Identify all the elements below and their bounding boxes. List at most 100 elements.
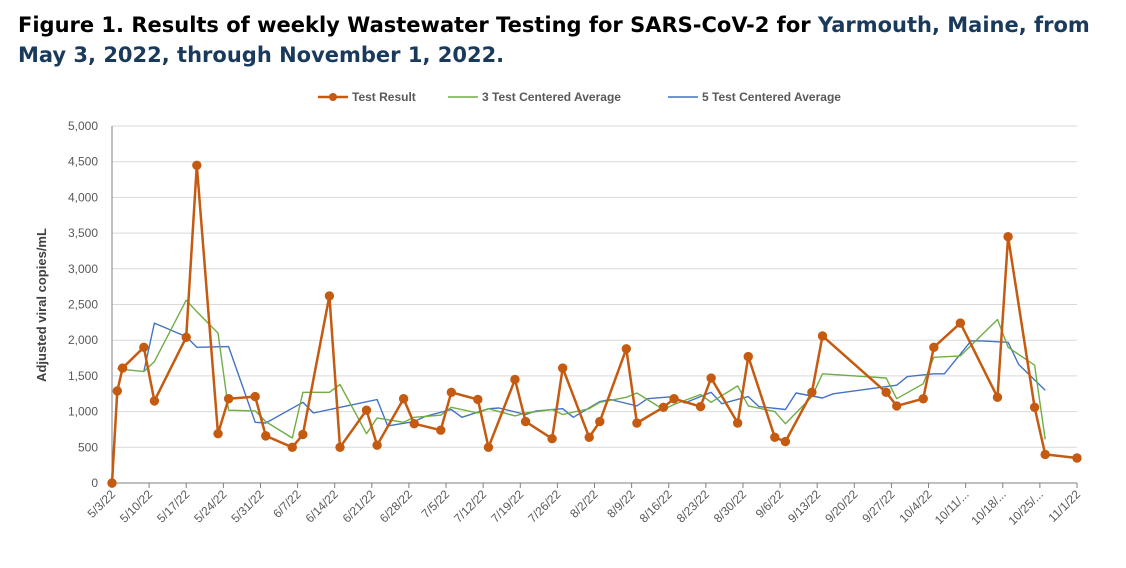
x-tick-label: 9/6/22 (753, 487, 787, 521)
series-line-0 (110, 164, 1078, 484)
data-point (287, 442, 297, 452)
data-point (520, 416, 531, 427)
data-point (817, 331, 828, 341)
series-layer (107, 160, 1082, 488)
series-line-2 (143, 322, 1046, 427)
y-tick-label: 2,500 (68, 298, 98, 312)
y-tick-label: 4,500 (68, 155, 98, 169)
data-point (409, 419, 419, 429)
x-tick-label: 6/7/22 (270, 487, 304, 521)
data-point (1029, 402, 1040, 413)
legend-marker (329, 93, 337, 101)
y-tick-label: 3,000 (68, 262, 98, 276)
data-point (335, 442, 345, 452)
data-point (557, 363, 568, 373)
chart-title: Figure 1. Results of weekly Wastewater T… (18, 10, 1108, 70)
x-tick-label: 5/3/22 (85, 487, 119, 521)
series-line-1 (117, 299, 1046, 440)
legend-label: 5 Test Centered Average (702, 90, 841, 104)
y-tick-label: 500 (78, 440, 98, 454)
y-tick-label: 0 (91, 476, 98, 490)
data-point (743, 351, 753, 362)
data-point (192, 160, 202, 170)
data-point (181, 332, 191, 343)
gridlines (112, 125, 1077, 448)
x-tick-label: 9/20/22 (822, 487, 860, 525)
data-point (250, 391, 260, 402)
x-tick-label: 9/13/22 (785, 487, 823, 525)
data-point (139, 342, 149, 353)
data-point (621, 344, 632, 354)
x-tick-label: 7/19/22 (488, 487, 526, 525)
x-tick-label: 5/31/22 (228, 487, 266, 525)
title-part1: Figure 1. Results of weekly Wastewater T… (18, 13, 818, 37)
data-point (223, 394, 234, 404)
x-tick-label: 6/21/22 (340, 487, 378, 525)
data-point (112, 386, 123, 396)
data-point (510, 374, 520, 385)
data-point (324, 291, 335, 301)
data-point (632, 418, 642, 428)
data-point (483, 442, 494, 452)
x-tick-label: 5/17/22 (154, 487, 192, 525)
data-point (298, 429, 308, 440)
x-tick-label: 5/24/22 (191, 487, 229, 525)
x-tick-label: 8/2/22 (567, 487, 601, 521)
legend-label: 3 Test Centered Average (482, 90, 621, 104)
data-point (372, 440, 382, 450)
x-tick-label: 10/4/22 (896, 487, 934, 525)
data-point (706, 373, 716, 383)
x-tick-label: 10/18/... (968, 487, 1009, 528)
data-point (881, 387, 891, 398)
legend-label: Test Result (352, 90, 416, 104)
x-tick-label: 8/9/22 (604, 487, 638, 521)
x-tick-label: 6/14/22 (303, 487, 341, 525)
x-tick-label: 7/12/22 (451, 487, 489, 525)
y-axis-label: Adjusted viral copies/mL (34, 228, 49, 382)
y-tick-label: 3,500 (68, 226, 98, 240)
axes: 0 500 1,000 1,500 2,000 2,500 3,000 3,500 4,000 4… (68, 119, 1083, 528)
x-tick-label: 7/5/22 (419, 487, 453, 521)
data-point (955, 318, 966, 328)
x-tick-label: 9/27/22 (859, 487, 897, 525)
x-tick-label: 8/23/22 (674, 487, 712, 525)
title-part2: Yarmouth, Maine, from May 3, 2022, throu… (18, 13, 1090, 67)
data-point (918, 394, 928, 404)
data-point (1003, 231, 1013, 242)
data-point (1072, 453, 1082, 463)
data-point (1040, 449, 1050, 460)
x-tick-label: 8/16/22 (637, 487, 675, 525)
data-point (149, 396, 160, 406)
data-point (595, 416, 605, 427)
y-tick-label: 2,000 (68, 333, 98, 347)
data-point (669, 394, 679, 404)
x-tick-label: 7/26/22 (525, 487, 563, 525)
y-tick-label: 1,000 (68, 405, 98, 419)
x-tick-label: 5/10/22 (117, 487, 155, 525)
x-tick-label: 6/28/22 (377, 487, 415, 525)
data-point (929, 342, 939, 353)
data-point (807, 387, 817, 398)
x-tick-label: 8/30/22 (711, 487, 749, 525)
x-tick-label: 10/25/... (1005, 487, 1046, 528)
data-point (695, 401, 706, 412)
data-point (658, 402, 669, 413)
data-point (732, 418, 743, 428)
data-point (547, 434, 557, 444)
data-point (770, 432, 780, 443)
data-point (117, 363, 128, 373)
y-tick-label: 1,500 (68, 369, 98, 383)
data-point (584, 432, 594, 443)
data-point (892, 401, 902, 411)
data-point (107, 478, 117, 488)
data-point (780, 436, 791, 447)
data-point (446, 387, 457, 398)
legend: Test Result 3 Test Centered Average 5 Test… (318, 90, 841, 104)
data-point (992, 392, 1003, 403)
data-point (361, 405, 372, 415)
data-point (398, 394, 409, 404)
x-tick-label: 10/11/... (932, 487, 972, 527)
x-tick-label: 11/1/22 (1046, 487, 1084, 525)
data-point (261, 431, 271, 441)
